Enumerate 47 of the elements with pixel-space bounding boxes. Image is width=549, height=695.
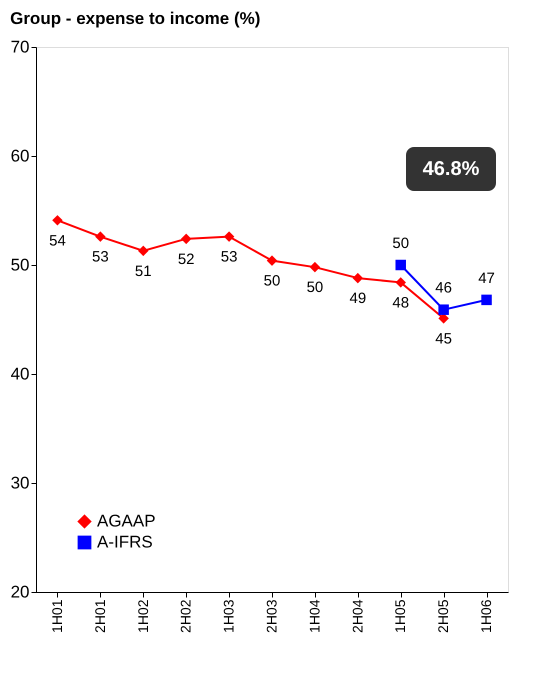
point — [438, 313, 449, 324]
data-label: 46 — [435, 280, 452, 297]
x-tick-label: 2H03 — [264, 599, 280, 633]
data-label: 50 — [392, 235, 410, 252]
data-label: 49 — [349, 290, 366, 308]
data-label: 45 — [435, 330, 452, 348]
point — [310, 262, 320, 272]
data-label: 50 — [306, 279, 324, 296]
y-tick-label: 40 — [10, 364, 30, 384]
y-tick-label: 70 — [10, 38, 30, 56]
y-tick-label: 20 — [10, 582, 30, 602]
point — [395, 277, 406, 288]
data-label: 53 — [92, 248, 109, 266]
point — [95, 231, 106, 242]
data-label: 53 — [220, 248, 238, 266]
point — [266, 255, 278, 266]
x-tick-label: 2H04 — [349, 599, 366, 633]
data-label: 51 — [134, 262, 152, 280]
point — [180, 234, 192, 244]
point — [438, 304, 449, 315]
x-tick-label: 2H02 — [178, 599, 194, 633]
data-label: 48 — [392, 294, 410, 312]
point — [352, 272, 364, 284]
point — [395, 260, 406, 270]
point — [138, 246, 149, 256]
point — [224, 231, 234, 242]
y-tick-label: 60 — [10, 146, 30, 166]
x-tick-label: 1H05 — [392, 599, 408, 633]
data-label: 52 — [178, 250, 195, 268]
chart-title: Group - expense to income (%) — [10, 9, 260, 28]
x-tick-label: 1H01 — [48, 599, 65, 633]
x-tick-label: 1H06 — [478, 599, 494, 633]
y-tick-label: 50 — [10, 256, 30, 274]
x-tick-label: 2H05 — [435, 599, 452, 633]
data-label: 54 — [49, 232, 66, 250]
legend-label: AGAAP — [97, 512, 156, 530]
x-tick-label: 2H01 — [92, 599, 108, 633]
data-label: 47 — [478, 270, 495, 287]
point — [52, 215, 63, 226]
x-tick-label: 1H03 — [220, 599, 237, 633]
x-tick-label: 1H04 — [306, 599, 322, 633]
point — [481, 294, 492, 306]
x-tick-label: 1H02 — [134, 599, 151, 633]
data-label: 50 — [264, 272, 280, 290]
annotation: 46.8% — [422, 158, 480, 180]
y-tick-label: 30 — [10, 474, 30, 492]
legend-label: A-IFRS — [97, 532, 153, 552]
